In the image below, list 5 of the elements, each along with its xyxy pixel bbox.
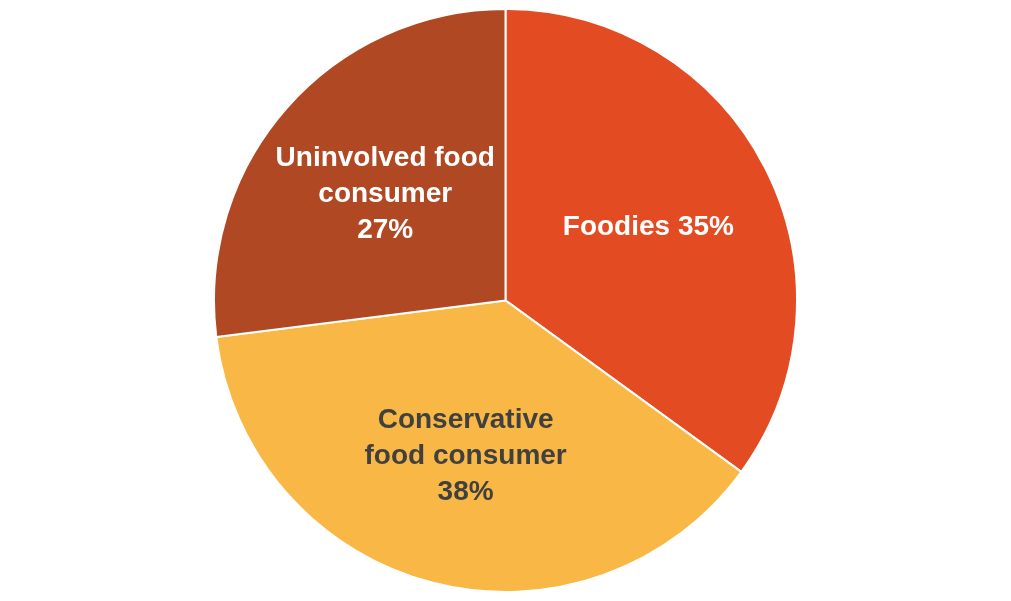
data-label: 27% — [357, 213, 414, 245]
slice-label: Uninvolved food consumer — [275, 141, 495, 209]
slice-label: Foodies 35% — [562, 210, 735, 242]
data-label: 38% — [437, 474, 494, 506]
slice-label: Conservative food consumer — [364, 402, 567, 470]
